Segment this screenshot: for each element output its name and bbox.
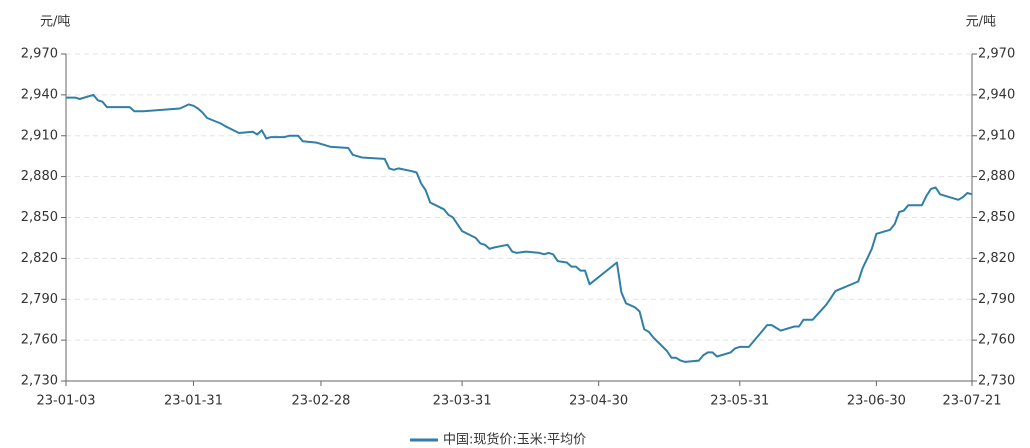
y2-tick-label: 2,970	[978, 47, 1015, 62]
x-tick-label: 23-07-21	[942, 394, 1001, 409]
y2-tick-label: 2,820	[978, 251, 1015, 266]
x-tick-label: 23-01-31	[164, 394, 223, 409]
legend-label: 中国:现货价:玉米:平均价	[443, 432, 586, 448]
y-tick-label: 2,910	[21, 128, 58, 143]
y2-tick-label: 2,940	[978, 87, 1015, 102]
y2-tick-label: 2,910	[978, 128, 1015, 143]
y2-unit: 元/吨	[966, 15, 996, 30]
y-tick-label: 2,970	[21, 47, 58, 62]
x-tick-label: 23-05-31	[710, 394, 769, 409]
x-tick-label: 23-01-03	[36, 394, 95, 409]
y-tick-label: 2,760	[21, 333, 58, 348]
y2-tick-label: 2,880	[978, 169, 1015, 184]
x-tick-label: 23-04-30	[569, 394, 628, 409]
y-tick-label: 2,940	[21, 87, 58, 102]
y2-tick-label: 2,730	[978, 374, 1015, 389]
x-tick-label: 23-06-30	[847, 394, 906, 409]
y-tick-label: 2,880	[21, 169, 58, 184]
y2-tick-label: 2,850	[978, 210, 1015, 225]
series-line	[66, 93, 973, 363]
y-unit: 元/吨	[40, 15, 70, 30]
y-tick-label: 2,820	[21, 251, 58, 266]
y-tick-label: 2,730	[21, 374, 58, 389]
x-tick-label: 23-02-28	[291, 394, 350, 409]
y-tick-label: 2,850	[21, 210, 58, 225]
x-tick-label: 23-03-31	[433, 394, 492, 409]
y2-tick-label: 2,790	[978, 292, 1015, 307]
y2-tick-label: 2,760	[978, 333, 1015, 348]
y-tick-label: 2,790	[21, 292, 58, 307]
